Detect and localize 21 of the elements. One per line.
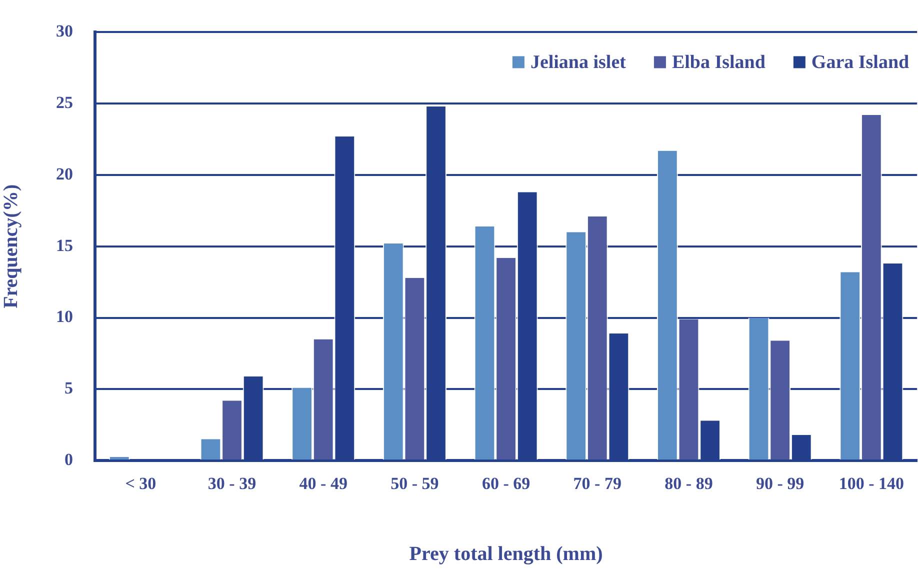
x-tick-label: 40 - 49 (299, 474, 348, 494)
x-tick-label: 90 - 99 (756, 474, 804, 494)
y-tick-label: 25 (56, 92, 73, 112)
y-tick-label: 15 (56, 236, 73, 255)
legend-label: Jeliana islet (530, 52, 627, 74)
x-axis-title: Prey total length (mm) (409, 543, 603, 566)
x-tick-label: 70 - 79 (573, 474, 622, 494)
x-tick-label: 60 - 69 (482, 474, 530, 494)
y-tick-label: 30 (56, 22, 73, 41)
y-tick-label: 10 (56, 307, 73, 326)
x-tick-label: 50 - 59 (390, 474, 439, 494)
legend-label: Gara Island (811, 52, 910, 74)
x-tick-label: 30 - 39 (208, 474, 256, 494)
y-axis-title: Frequency(%) (0, 184, 22, 308)
x-tick-label: < 30 (125, 474, 156, 494)
x-tick-label: 80 - 89 (664, 474, 713, 494)
legend-label: Elba Island (672, 52, 766, 74)
y-tick-label: 0 (64, 450, 73, 469)
y-tick-label: 5 (64, 378, 73, 398)
x-tick-label: 100 - 140 (838, 474, 904, 494)
y-tick-label: 20 (56, 164, 73, 184)
